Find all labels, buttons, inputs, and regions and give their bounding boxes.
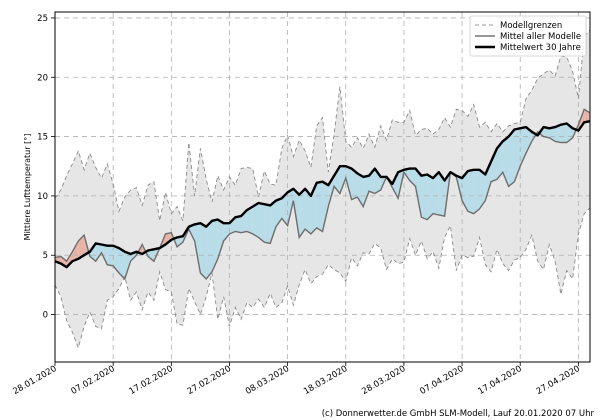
colder-than-normal-fill xyxy=(467,169,474,214)
colder-than-normal-fill xyxy=(258,203,265,243)
colder-than-normal-fill xyxy=(113,245,119,273)
mean-all-models-line xyxy=(54,108,591,281)
y-tick-label: 25 xyxy=(37,14,48,24)
y-tick-label: 15 xyxy=(37,133,48,143)
colder-than-normal-fill xyxy=(119,248,125,279)
colder-than-normal-fill xyxy=(427,174,433,220)
warmer-than-normal-fill xyxy=(72,241,79,262)
colder-than-normal-fill xyxy=(549,127,556,142)
colder-than-normal-fill xyxy=(392,172,399,199)
colder-than-normal-fill xyxy=(491,148,497,182)
colder-than-normal-fill xyxy=(252,203,259,238)
credit-text: (c) Donnerwetter.de GmbH SLM-Modell, Lau… xyxy=(322,409,595,419)
warmer-than-normal-fill xyxy=(165,232,172,245)
colder-than-normal-fill xyxy=(543,127,550,138)
y-axis-ticks: 0 5 10 15 20 25 xyxy=(37,14,55,321)
legend-label: Mittelwert 30 Jahre xyxy=(500,43,581,53)
colder-than-normal-fill xyxy=(316,181,323,232)
y-tick-label: 20 xyxy=(37,73,48,83)
mean-30-years-line xyxy=(54,120,591,269)
colder-than-normal-fill xyxy=(560,123,567,143)
colder-than-normal-fill xyxy=(177,236,183,247)
colder-than-normal-fill xyxy=(200,223,207,279)
colder-than-normal-fill xyxy=(415,168,422,218)
warmer-than-normal-fill xyxy=(60,256,67,268)
colder-than-normal-fill xyxy=(107,245,114,266)
legend-label: Modellgrenzen xyxy=(500,21,562,31)
colder-than-normal-fill xyxy=(148,249,154,262)
colder-than-normal-fill xyxy=(479,169,486,209)
colder-than-normal-fill xyxy=(555,124,561,143)
colder-than-normal-fill xyxy=(223,223,230,241)
colder-than-normal-fill xyxy=(497,141,503,180)
colder-than-normal-fill xyxy=(206,220,212,279)
colder-than-normal-fill xyxy=(473,169,480,214)
y-tick-label: 5 xyxy=(43,251,48,261)
colder-than-normal-fill xyxy=(124,251,131,279)
colder-than-normal-fill xyxy=(299,188,306,238)
colder-than-normal-fill xyxy=(212,219,218,272)
plot-area xyxy=(54,12,591,362)
warmer-than-normal-fill xyxy=(66,251,73,268)
colder-than-normal-fill xyxy=(351,168,358,200)
lower-model-bound-line xyxy=(54,207,591,350)
warmer-than-normal-fill xyxy=(78,235,85,259)
colder-than-normal-fill xyxy=(334,166,340,194)
colder-than-normal-fill xyxy=(270,200,276,244)
upper-model-bound-line xyxy=(54,29,591,221)
colder-than-normal-fill xyxy=(229,217,236,234)
colder-than-normal-fill xyxy=(462,171,468,212)
colder-than-normal-fill xyxy=(101,244,108,265)
difference-fill xyxy=(55,109,590,279)
colder-than-normal-fill xyxy=(264,204,271,244)
y-tick-label: 10 xyxy=(37,192,48,202)
colder-than-normal-fill xyxy=(345,166,352,200)
colder-than-normal-fill xyxy=(433,172,439,215)
colder-than-normal-fill xyxy=(281,192,288,226)
colder-than-normal-fill xyxy=(322,181,329,232)
colder-than-normal-fill xyxy=(438,172,445,217)
y-tick-label: 0 xyxy=(43,311,48,321)
legend-label: Mittel aller Modelle xyxy=(500,32,581,42)
colder-than-normal-fill xyxy=(363,175,369,207)
colder-than-normal-fill xyxy=(526,127,532,154)
plot-frame xyxy=(54,11,591,363)
colder-than-normal-fill xyxy=(95,243,102,262)
colder-than-normal-fill xyxy=(421,174,428,220)
y-axis-label: Mittlere Lufttemperatur [°] xyxy=(23,134,32,241)
colder-than-normal-fill xyxy=(194,223,201,273)
colder-than-normal-fill xyxy=(339,166,346,194)
colder-than-normal-fill xyxy=(246,206,253,234)
colder-than-normal-fill xyxy=(235,216,242,233)
colder-than-normal-fill xyxy=(217,219,224,259)
series-lines xyxy=(54,29,591,350)
legend-box xyxy=(469,15,587,57)
colder-than-normal-fill xyxy=(508,129,515,187)
colder-than-normal-fill xyxy=(305,188,311,234)
